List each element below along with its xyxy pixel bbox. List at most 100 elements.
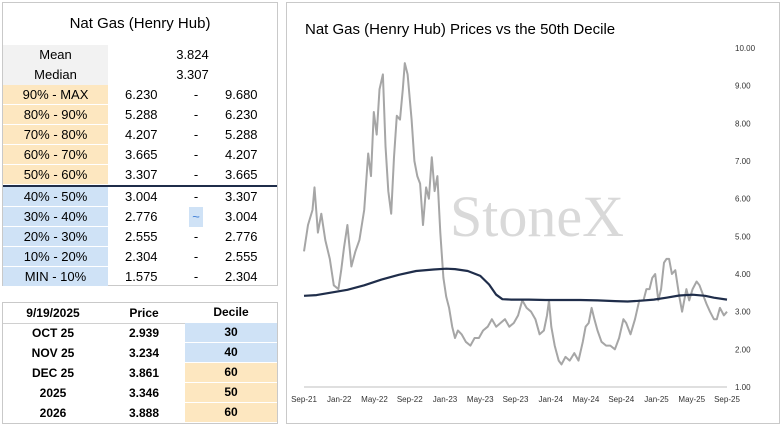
decile-dash: - (193, 147, 199, 162)
median-row: Median 3.307 (3, 65, 277, 85)
median-label: Median (3, 65, 108, 85)
decile-low: 3.665 (125, 147, 158, 162)
decile-label: 70% - 80% (3, 125, 108, 144)
decile-row: 30% - 40% 2.776 ~3.004 (3, 207, 277, 227)
price-table-panel: 9/19/2025 Price Decile OCT 25 2.939 30 NOV … (2, 302, 278, 424)
y-tick-label: 6.00 (735, 195, 751, 204)
decile-label: 10% - 20% (3, 247, 108, 266)
y-tick-label: 5.00 (735, 232, 751, 241)
decile-high: 9.680 (225, 87, 258, 102)
chart-title: Nat Gas (Henry Hub) Prices vs the 50th D… (305, 21, 616, 38)
decile-label: 20% - 30% (3, 227, 108, 246)
decile-label: 30% - 40% (3, 207, 108, 226)
decile-label: 90% - MAX (3, 85, 108, 104)
decile-dash: - (193, 87, 199, 102)
decile-high: 3.665 (225, 167, 258, 182)
decile-high: 6.230 (225, 107, 258, 122)
price-series-line (303, 62, 728, 366)
y-tick-label: 4.00 (735, 270, 751, 279)
mean-row: Mean 3.824 (3, 45, 277, 65)
mean-value: 3.824 (176, 47, 209, 62)
price-row: OCT 25 2.939 30 (3, 323, 277, 343)
decile-dash: - (193, 229, 199, 244)
decile-row: 20% - 30% 2.555 - 2.776 (3, 227, 277, 247)
decile-dash: - (193, 167, 199, 182)
decile-row: MIN - 10% 1.575 - 2.304 (3, 267, 277, 287)
chart-panel: Nat Gas (Henry Hub) Prices vs the 50th D… (286, 2, 780, 424)
contract-decile: 60 (185, 403, 277, 422)
contract-decile: 50 (185, 383, 277, 402)
stonex-watermark: StoneX (450, 184, 624, 249)
decile-row: 60% - 70% 3.665 - 4.207 (3, 145, 277, 165)
decile-50-series-line (303, 267, 728, 303)
decile-high: 3.307 (225, 189, 258, 204)
decile-label: 60% - 70% (3, 145, 108, 164)
contract-name: OCT 25 (31, 326, 74, 340)
y-tick-label: 9.00 (735, 82, 751, 91)
decile-label: MIN - 10% (3, 267, 108, 286)
contract-price: 3.346 (128, 386, 160, 400)
decile-table-title: Nat Gas (Henry Hub) (69, 15, 211, 32)
contract-price: 2.939 (128, 326, 160, 340)
mean-label: Mean (3, 45, 108, 65)
contract-name: 2026 (39, 406, 67, 420)
price-row: 2025 3.346 50 (3, 383, 277, 403)
x-tick-label: May-24 (573, 395, 600, 404)
decile-dash: - (193, 127, 199, 142)
median-divider (3, 185, 277, 187)
decile-low: 4.207 (125, 127, 158, 142)
x-axis: Sep-21 Jan-22 May-22 Sep-22 Jan-23 May-23 Sep-… (291, 386, 740, 404)
header-price: Price (129, 306, 159, 320)
y-axis: 1.00 2.00 3.00 4.00 5.00 6.00 7.00 8.00 9.00 10.0… (735, 44, 756, 392)
decile-high: 2.304 (225, 269, 258, 284)
contract-decile: 30 (185, 323, 277, 342)
decile-label: 50% - 60% (3, 165, 108, 184)
decile-low: 3.307 (125, 167, 158, 182)
decile-row: 80% - 90% 5.288 - 6.230 (3, 105, 277, 125)
contract-price: 3.888 (128, 406, 160, 420)
decile-row: 40% - 50% 3.004 - 3.307 (3, 187, 277, 207)
x-tick-label: Jan-25 (644, 395, 669, 404)
y-tick-label: 8.00 (735, 119, 751, 128)
decile-high: 4.207 (225, 147, 258, 162)
decile-table-panel: Nat Gas (Henry Hub) Mean 3.824 Median 3.… (2, 2, 278, 286)
median-value: 3.307 (176, 67, 209, 82)
decile-row: 10% - 20% 2.304 - 2.555 (3, 247, 277, 267)
decile-low: 2.776 (125, 209, 158, 224)
contract-name: 2025 (39, 386, 67, 400)
price-row: NOV 25 3.234 40 (3, 343, 277, 363)
decile-label: 40% - 50% (3, 187, 108, 206)
decile-dash: - (193, 249, 199, 264)
price-table-header: 9/19/2025 Price Decile (3, 303, 277, 324)
x-tick-label: Sep-22 (397, 395, 423, 404)
contract-decile: 40 (185, 343, 277, 362)
decile-dash: - (193, 269, 199, 284)
contract-name: NOV 25 (31, 346, 75, 360)
decile-row: 50% - 60% 3.307 - 3.665 (3, 165, 277, 185)
y-tick-label: 3.00 (735, 308, 751, 317)
chart-series (303, 62, 728, 366)
price-chart: StoneX 1.00 2.00 3.00 4.00 5.00 6.00 7.00 8.00 9… (291, 44, 756, 404)
x-tick-label: Sep-23 (503, 395, 529, 404)
decile-row: 70% - 80% 4.207 - 5.288 (3, 125, 277, 145)
decile-high: 3.004 (225, 209, 258, 224)
price-row: DEC 25 3.861 60 (3, 363, 277, 383)
contract-price: 3.861 (128, 366, 160, 380)
x-tick-label: Jan-22 (327, 395, 352, 404)
x-tick-label: Jan-23 (433, 395, 458, 404)
contract-price: 3.234 (128, 346, 160, 360)
decile-low: 5.288 (125, 107, 158, 122)
decile-high: 5.288 (225, 127, 258, 142)
header-date: 9/19/2025 (26, 306, 80, 320)
decile-dash: - (193, 107, 199, 122)
y-tick-label: 10.00 (735, 44, 756, 53)
decile-low: 1.575 (125, 269, 158, 284)
x-tick-label: Jan-24 (539, 395, 564, 404)
x-tick-label: Sep-25 (714, 395, 740, 404)
header-decile: Decile (213, 305, 249, 319)
decile-low: 6.230 (125, 87, 158, 102)
x-tick-label: Sep-21 (291, 395, 317, 404)
x-tick-label: May-22 (361, 395, 388, 404)
decile-low: 2.555 (125, 229, 158, 244)
decile-dash: - (193, 189, 199, 204)
